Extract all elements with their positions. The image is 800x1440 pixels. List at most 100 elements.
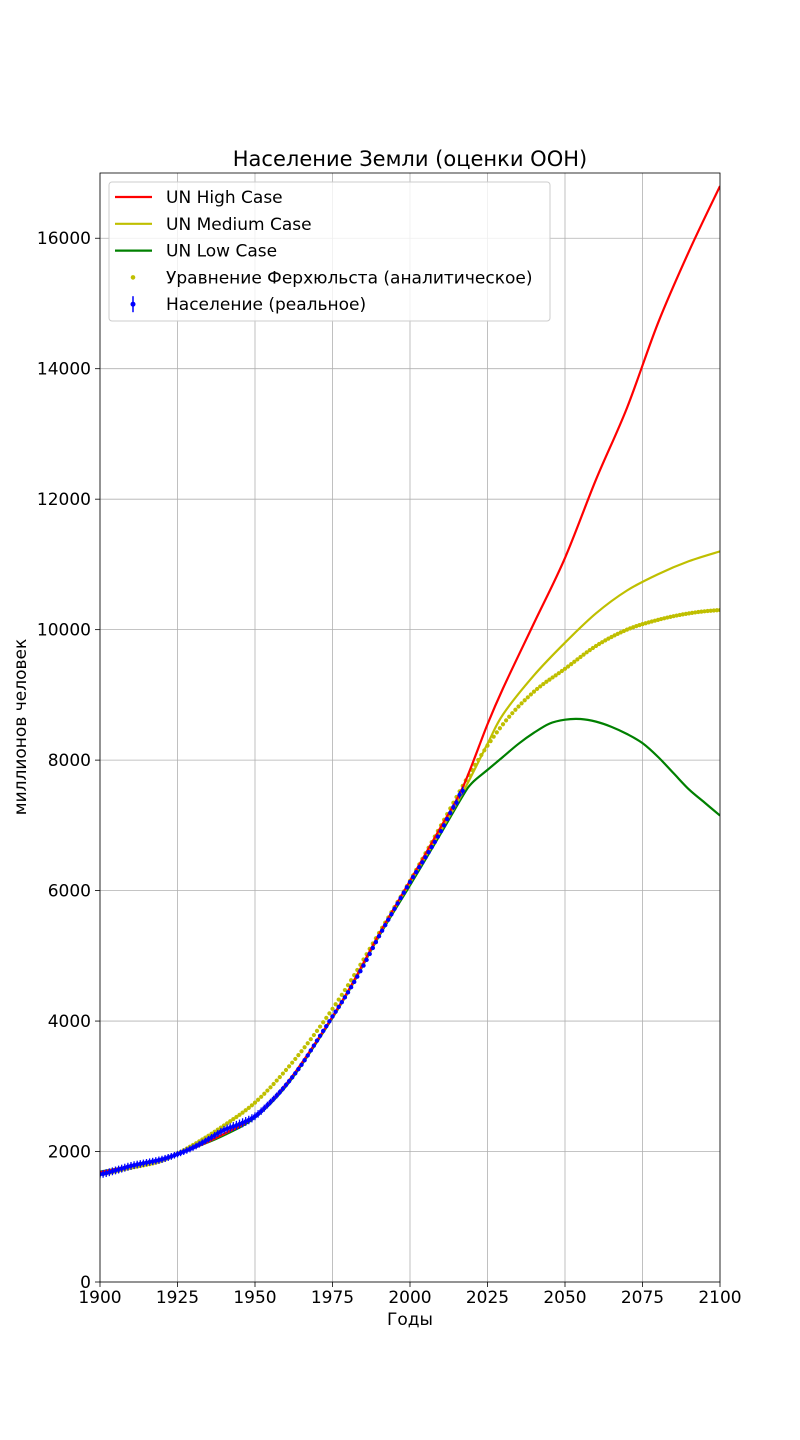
verhulst-point <box>218 1125 223 1130</box>
verhulst-point <box>330 1006 335 1011</box>
verhulst-point <box>562 666 568 671</box>
verhulst-point <box>497 726 502 731</box>
verhulst-point <box>550 675 555 680</box>
verhulst-point <box>528 692 534 697</box>
verhulst-point <box>693 610 698 615</box>
population-point <box>376 934 382 939</box>
series-line-0 <box>100 185 720 1174</box>
population-point <box>259 1108 264 1114</box>
verhulst-point <box>541 681 546 687</box>
population-point <box>423 855 428 860</box>
population-point <box>383 922 388 928</box>
verhulst-point <box>290 1060 295 1065</box>
verhulst-point <box>240 1110 245 1115</box>
x-tick-label: 2100 <box>698 1288 741 1308</box>
legend-box <box>108 181 551 322</box>
x-tick-label: 1975 <box>311 1288 354 1308</box>
population-point <box>314 1038 320 1043</box>
verhulst-point <box>714 608 720 613</box>
verhulst-point <box>578 654 583 660</box>
verhulst-point <box>243 1108 248 1113</box>
verhulst-point <box>690 610 695 615</box>
verhulst-point <box>569 662 574 667</box>
x-tick-label: 2075 <box>621 1288 664 1308</box>
population-point <box>370 945 375 951</box>
population-point <box>435 834 441 839</box>
population-point <box>361 963 366 968</box>
verhulst-point <box>274 1078 279 1083</box>
verhulst-point <box>271 1081 276 1087</box>
population-point <box>454 800 459 805</box>
population-point <box>283 1082 289 1088</box>
y-tick-label: 4000 <box>48 1012 91 1032</box>
population-point <box>286 1079 292 1084</box>
verhulst-point <box>702 609 707 614</box>
verhulst-point <box>510 711 515 716</box>
population-point <box>407 879 413 885</box>
legend-label: Уравнение Ферхюльста (аналитическое) <box>166 268 532 288</box>
population-point <box>317 1033 323 1039</box>
verhulst-point <box>277 1074 282 1080</box>
y-axis-label: миллионов человек <box>11 639 31 816</box>
verhulst-point <box>544 679 549 684</box>
legend: UN High Case UN Medium Case UN Low Case Ура… <box>108 181 551 322</box>
verhulst-point <box>215 1127 220 1132</box>
population-point <box>336 1004 341 1010</box>
verhulst-point <box>680 612 685 617</box>
x-tick-label: 2050 <box>543 1288 586 1308</box>
legend-label: UN Medium Case <box>166 215 312 235</box>
verhulst-point <box>683 611 689 616</box>
verhulst-point <box>708 608 713 613</box>
population-point <box>268 1099 273 1105</box>
verhulst-point <box>531 689 537 694</box>
verhulst-point <box>345 983 351 988</box>
verhulst-point <box>280 1071 285 1076</box>
legend-dot-marker <box>130 275 136 280</box>
population-point <box>330 1014 335 1019</box>
verhulst-point <box>597 641 602 647</box>
population-point <box>404 885 410 890</box>
verhulst-point <box>268 1085 273 1090</box>
verhulst-point <box>336 997 341 1002</box>
verhulst-point <box>237 1112 242 1117</box>
population-point <box>417 865 422 870</box>
population-point <box>277 1089 282 1095</box>
population-point <box>296 1066 301 1072</box>
population-point <box>339 999 344 1005</box>
y-tick-label: 14000 <box>37 360 91 380</box>
verhulst-point <box>494 730 499 735</box>
legend-label: Население (реальное) <box>166 295 366 315</box>
population-point <box>395 901 400 906</box>
population-point <box>348 985 354 990</box>
verhulst-point <box>699 609 704 614</box>
y-tick-label: 0 <box>80 1273 91 1293</box>
x-axis-label: Годы <box>387 1310 433 1330</box>
verhulst-point <box>600 640 605 645</box>
population-point <box>299 1062 304 1067</box>
verhulst-point <box>519 701 524 706</box>
y-tick-label: 16000 <box>37 229 91 249</box>
population-point <box>392 906 397 912</box>
x-tick-label: 2025 <box>466 1288 509 1308</box>
verhulst-point <box>234 1114 239 1120</box>
verhulst-point <box>581 652 586 657</box>
verhulst-point <box>299 1049 304 1054</box>
y-tick-label: 12000 <box>37 490 91 510</box>
verhulst-point <box>324 1015 329 1020</box>
verhulst-point <box>342 987 347 993</box>
verhulst-point <box>314 1028 320 1033</box>
population-point <box>308 1048 313 1053</box>
verhulst-point <box>553 673 558 678</box>
verhulst-point <box>516 704 521 709</box>
population-point <box>420 860 425 865</box>
verhulst-point <box>283 1067 289 1073</box>
population-point <box>414 869 419 875</box>
verhulst-point <box>609 634 614 640</box>
verhulst-point <box>311 1032 316 1038</box>
verhulst-point <box>231 1117 236 1122</box>
population-point <box>386 917 391 922</box>
plot-area <box>100 185 720 1179</box>
population-point <box>460 788 465 793</box>
verhulst-point <box>246 1105 251 1110</box>
y-tick-label: 10000 <box>37 621 91 641</box>
